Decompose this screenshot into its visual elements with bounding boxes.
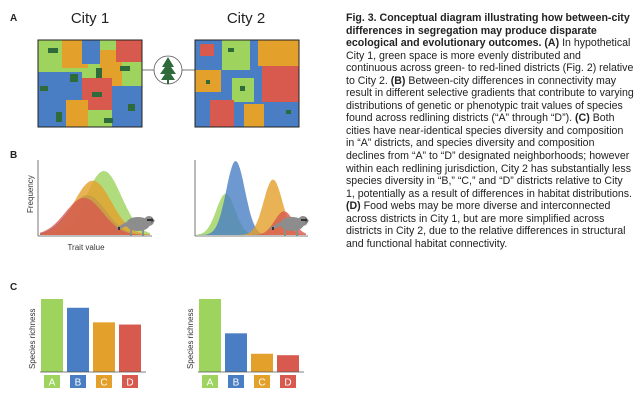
city1-richness-bar-b [67, 307, 89, 372]
caption-lead: Fig. 3. Conceptual diagram illustrating … [346, 12, 630, 50]
district-label-box [96, 375, 112, 388]
district-label: A [49, 378, 56, 389]
city2-title: City 2 [227, 10, 265, 27]
city2-richness-bar-a [199, 299, 221, 372]
district-label: C [100, 378, 107, 389]
city1-richness-label: Species richness [28, 309, 37, 369]
caption-tag-c: (C) [575, 112, 590, 125]
panel-label-c: C [10, 282, 17, 293]
city2-trait-curve-d [196, 211, 306, 235]
city2-richness-label: Species richness [186, 309, 195, 369]
city2-trait-curve-b [196, 161, 306, 235]
district-label-box [70, 375, 86, 388]
district-label-box [280, 375, 296, 388]
caption-tag-d: (D) [346, 200, 361, 213]
city1-richness-chart: Species richness A B C D [28, 299, 146, 389]
city1-title: City 1 [71, 10, 109, 27]
city1-richness-bar-a [41, 299, 63, 372]
caption-text-b: Between-city differences in connectivity… [346, 74, 634, 125]
city2-richness-bar-d [277, 355, 299, 372]
city1-frequency-label: Frequency [26, 175, 35, 213]
district-label-box [44, 375, 60, 388]
city2-map [194, 39, 300, 128]
district-label: B [233, 378, 240, 389]
caption-text-c: Both cities have near-identical species … [346, 112, 633, 200]
figure-panels: A B C City 1 City 2 [10, 10, 309, 389]
caption-tag-a: (A) [544, 37, 560, 50]
district-label-box [254, 375, 270, 388]
raccoon-icon [116, 216, 155, 236]
district-label-box [202, 375, 218, 388]
district-label-box [122, 375, 138, 388]
district-label: D [284, 378, 291, 389]
panel-label-a: A [10, 13, 17, 24]
city1-trait-plot: Frequency Trait value [26, 160, 152, 252]
city1-richness-bar-d [119, 324, 141, 372]
city1-trait-curve-d [40, 197, 150, 235]
figure-caption: Fig. 3. Conceptual diagram illustrating … [346, 12, 634, 250]
city2-richness-bar-c [251, 353, 273, 372]
panel-label-b: B [10, 150, 17, 161]
caption-text-a: In hypothetical City 1, green space is m… [346, 37, 634, 87]
district-label: A [207, 378, 214, 389]
district-label: C [258, 378, 265, 389]
caption-tag-b: (B) [390, 74, 406, 87]
district-label-box [228, 375, 244, 388]
city2-trait-plot [194, 160, 308, 237]
district-label: B [75, 378, 82, 389]
city2-richness-chart: Species richness A B C D [186, 299, 304, 389]
city1-map [37, 39, 143, 128]
city1-richness-bar-c [93, 322, 115, 372]
raccoon-icon [270, 216, 309, 236]
caption-text-d: Food webs may be more diverse and interc… [346, 200, 626, 250]
district-label: D [126, 378, 133, 389]
city2-richness-bar-b [225, 333, 247, 372]
city1-trait-label: Trait value [67, 243, 105, 252]
